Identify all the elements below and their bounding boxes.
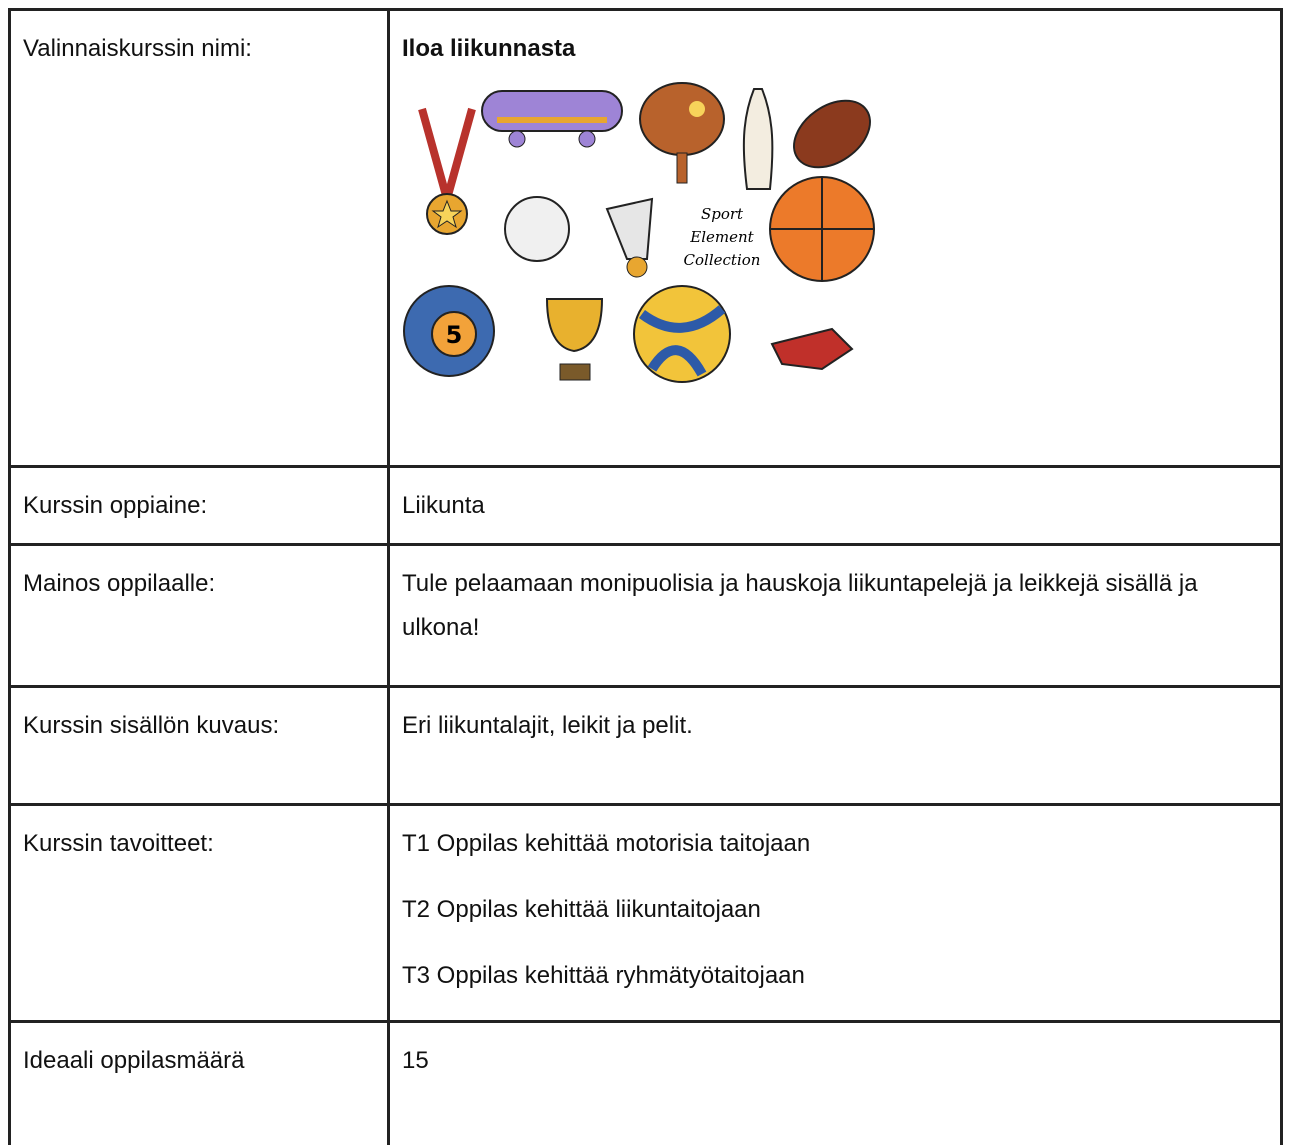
label: Mainos oppilaalle: <box>23 570 216 597</box>
course-title: Iloa liikunnasta <box>402 35 576 62</box>
illustration-text: Collection <box>684 251 761 269</box>
sport-illustration: Sport Element Collection 5 <box>403 82 875 383</box>
row: Kurssin oppiaine: Liikunta <box>8 465 1283 546</box>
row: Mainos oppilaalle: Tule pelaamaan monipu… <box>8 543 1283 688</box>
label-cell: Mainos oppilaalle: <box>8 543 390 688</box>
value-cell: Liikunta <box>387 465 1283 546</box>
label: Ideaali oppilasmäärä <box>23 1047 245 1074</box>
label-cell: Kurssin oppiaine: <box>8 465 390 546</box>
illustration-text: Sport <box>701 205 744 223</box>
value: Liikunta <box>402 492 485 519</box>
row: Kurssin sisällön kuvaus: Eri liikuntalaj… <box>8 685 1283 806</box>
value: 15 <box>402 1047 429 1074</box>
illustration-text: Element <box>689 228 754 246</box>
course-table: Valinnaiskurssin nimi: Iloa liikunnasta … <box>8 8 1283 1145</box>
label: Kurssin tavoitteet: <box>23 830 214 857</box>
value-cell: Tule pelaamaan monipuolisia ja hauskoja … <box>387 543 1283 688</box>
label: Valinnaiskurssin nimi: <box>23 35 252 62</box>
row: Ideaali oppilasmäärä 15 <box>8 1020 1283 1145</box>
label: Kurssin oppiaine: <box>23 492 208 519</box>
row: Kurssin tavoitteet: T1 Oppilas kehittää … <box>8 803 1283 1023</box>
label: Kurssin sisällön kuvaus: <box>23 712 280 739</box>
goal: T1 Oppilas kehittää motorisia taitojaan <box>402 830 811 857</box>
goal: T2 Oppilas kehittää liikuntaitojaan <box>402 896 761 923</box>
value: Eri liikuntalajit, leikit ja pelit. <box>402 712 693 739</box>
illustration-text: 5 <box>446 321 463 349</box>
label-cell: Ideaali oppilasmäärä <box>8 1020 390 1145</box>
label-cell: Valinnaiskurssin nimi: <box>8 8 390 468</box>
value-cell: 15 <box>387 1020 1283 1145</box>
value: Tule pelaamaan monipuolisia ja hauskoja … <box>402 570 1198 641</box>
label-cell: Kurssin tavoitteet: <box>8 803 390 1023</box>
goal: T3 Oppilas kehittää ryhmätyötaitojaan <box>402 962 805 989</box>
value-cell: Iloa liikunnasta Sport Element Collectio… <box>387 8 1283 468</box>
value-cell: Eri liikuntalajit, leikit ja pelit. <box>387 685 1283 806</box>
label-cell: Kurssin sisällön kuvaus: <box>8 685 390 806</box>
row: Valinnaiskurssin nimi: Iloa liikunnasta … <box>8 8 1283 468</box>
value-cell: T1 Oppilas kehittää motorisia taitojaan … <box>387 803 1283 1023</box>
